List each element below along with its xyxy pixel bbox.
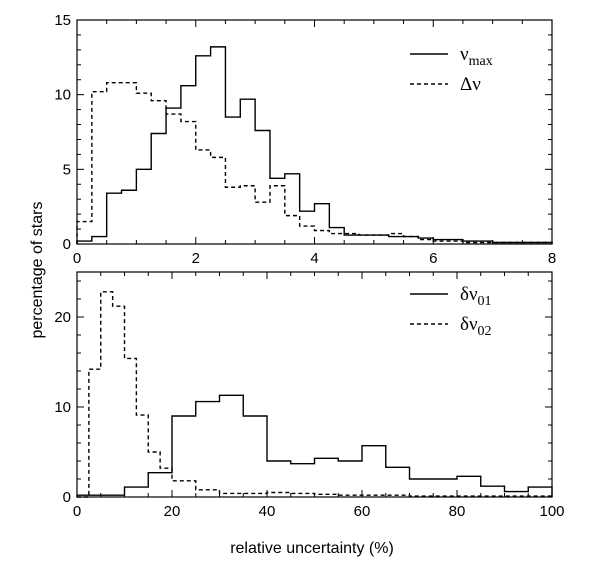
series-solid-line [76, 394, 553, 497]
x-tick-label: 40 [259, 503, 276, 520]
x-tick-label: 0 [73, 503, 81, 520]
y-tick-label: 10 [54, 87, 71, 104]
legend-label-main: δν [460, 314, 478, 335]
x-tick-label: 2 [192, 250, 200, 267]
x-tick-label: 100 [539, 503, 564, 520]
y-tick-label: 15 [54, 12, 71, 29]
series-dashed-line [77, 291, 553, 498]
y-tick-label: 0 [63, 236, 71, 253]
x-tick-label: 60 [354, 503, 371, 520]
x-axis-title: relative uncertainty (%) [230, 540, 394, 557]
x-tick-label: 80 [449, 503, 466, 520]
legend-label-main: δν [460, 284, 478, 305]
x-tick-label: 0 [73, 250, 81, 267]
y-tick-label: 10 [54, 399, 71, 416]
x-tick-label: 8 [548, 250, 556, 267]
legend-label: δν02 [460, 314, 492, 339]
legend-label-subscript: 01 [478, 294, 492, 309]
series-dashed-line [76, 82, 553, 244]
x-tick-label: 20 [164, 503, 181, 520]
legend-label: νmax [460, 44, 493, 69]
top-panel: 0 2 4 6 8 0 5 10 15 νmax Δν [54, 12, 556, 267]
y-tick-label: 5 [63, 161, 71, 178]
y-tick-label: 20 [54, 309, 71, 326]
y-axis-title: percentage of stars [29, 202, 46, 339]
legend-label-main: ν [460, 44, 469, 65]
x-tick-label: 4 [310, 250, 318, 267]
y-tick-label: 0 [63, 489, 71, 506]
legend-label-subscript: 02 [478, 324, 492, 339]
series-solid-line [76, 46, 553, 244]
legend-label-main: Δν [460, 74, 481, 95]
x-tick-label: 6 [429, 250, 437, 267]
legend-label-subscript: max [469, 54, 493, 69]
legend-label: δν01 [460, 284, 492, 309]
legend-label: Δν [460, 74, 481, 95]
